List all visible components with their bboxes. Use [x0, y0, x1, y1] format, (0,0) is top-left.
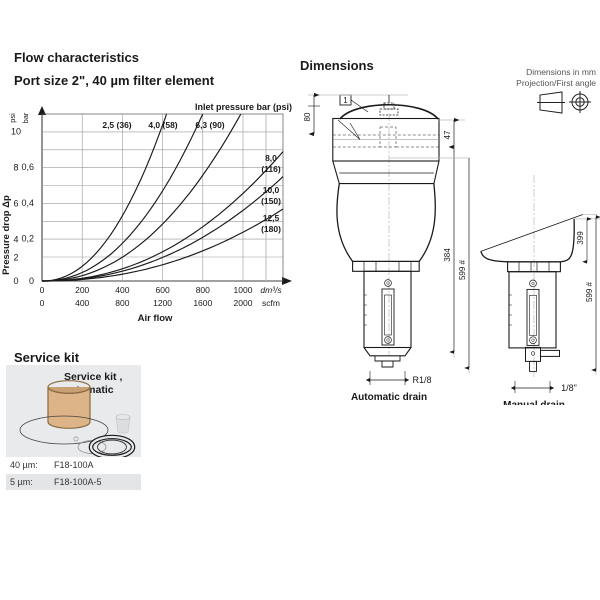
svg-text:Air flow: Air flow: [138, 313, 173, 324]
svg-text:0,2: 0,2: [21, 234, 34, 244]
svg-text:400: 400: [115, 285, 129, 295]
svg-text:1: 1: [343, 96, 348, 105]
svg-text:R1/8: R1/8: [412, 375, 431, 385]
svg-text:Inlet pressure bar (psi): Inlet pressure bar (psi): [195, 102, 292, 112]
svg-text:dm³/s: dm³/s: [260, 285, 282, 295]
svg-text:8: 8: [13, 163, 18, 173]
svg-text:80: 80: [303, 112, 312, 121]
svg-text:384: 384: [443, 248, 452, 262]
svg-text:0: 0: [13, 276, 18, 286]
svg-text:Dimensions in mm: Dimensions in mm: [526, 67, 596, 77]
svg-text:0,6: 0,6: [21, 162, 34, 172]
svg-text:600: 600: [156, 285, 170, 295]
svg-text:2,5 (36): 2,5 (36): [102, 120, 131, 130]
svg-text:Pressure drop Δp: Pressure drop Δp: [1, 195, 12, 275]
svg-text:Manual drain: Manual drain: [503, 400, 565, 405]
svg-text:0,4: 0,4: [21, 198, 34, 208]
svg-text:0: 0: [29, 276, 34, 286]
svg-text:1000: 1000: [234, 285, 253, 295]
svg-text:0: 0: [40, 298, 45, 308]
svg-text:1/8": 1/8": [561, 383, 577, 393]
svg-text:400: 400: [75, 298, 89, 308]
svg-text:47: 47: [443, 130, 452, 139]
svg-text:4,0 (58): 4,0 (58): [148, 120, 177, 130]
svg-text:0: 0: [40, 285, 45, 295]
svg-text:10,0: 10,0: [263, 185, 280, 195]
svg-text:Projection/First angle: Projection/First angle: [516, 78, 596, 88]
svg-text:6,3 (90): 6,3 (90): [195, 120, 224, 130]
svg-text:399: 399: [576, 231, 585, 245]
svg-text:800: 800: [115, 298, 129, 308]
svg-text:1200: 1200: [153, 298, 172, 308]
svg-text:6: 6: [13, 199, 18, 209]
svg-text:Automatic drain: Automatic drain: [351, 392, 427, 403]
svg-text:(180): (180): [261, 224, 281, 234]
svg-text:10: 10: [11, 127, 21, 137]
svg-text:(150): (150): [261, 196, 281, 206]
svg-text:scfm: scfm: [262, 298, 280, 308]
svg-text:1600: 1600: [193, 298, 212, 308]
svg-text:599 #: 599 #: [458, 259, 467, 280]
svg-text:psi: psi: [8, 113, 17, 123]
svg-text:4: 4: [13, 235, 18, 245]
svg-text:800: 800: [196, 285, 210, 295]
svg-text:12,5: 12,5: [263, 213, 280, 223]
svg-text:2: 2: [13, 253, 18, 263]
svg-text:(116): (116): [261, 164, 281, 174]
svg-text:200: 200: [75, 285, 89, 295]
svg-text:8,0: 8,0: [265, 153, 277, 163]
svg-text:2000: 2000: [234, 298, 253, 308]
svg-text:599 #: 599 #: [585, 281, 594, 302]
svg-text:bar: bar: [21, 112, 30, 123]
